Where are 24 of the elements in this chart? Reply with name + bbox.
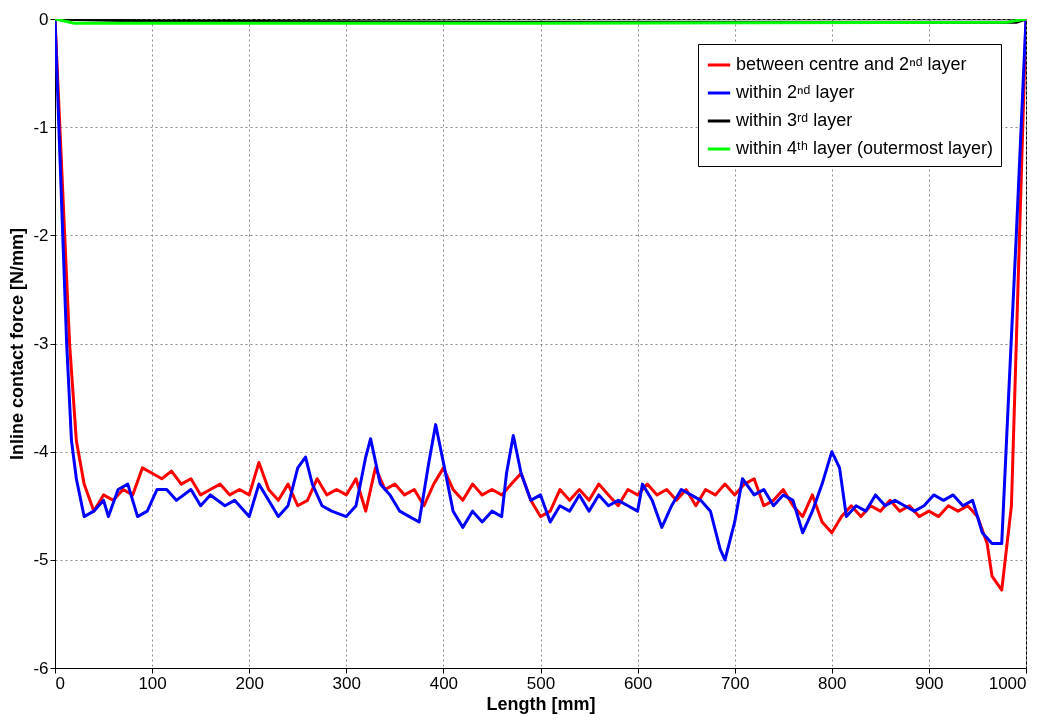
x-axis-title: Length [mm] xyxy=(486,693,596,714)
y-tick-label: -2 xyxy=(33,225,49,245)
x-tick-label: 700 xyxy=(721,673,750,693)
x-tick-label: 100 xyxy=(138,673,167,693)
x-tick-label: 200 xyxy=(235,673,264,693)
y-tick-label: -4 xyxy=(33,442,49,462)
y-tick-label: -3 xyxy=(33,334,49,353)
y-tick-label: 0 xyxy=(39,9,49,29)
legend-label: within 4ᵗʰ layer (outermost layer) xyxy=(735,138,993,158)
x-tick-label: 900 xyxy=(915,673,944,693)
x-tick-label: 1000 xyxy=(988,673,1027,693)
y-tick-label: -6 xyxy=(33,658,49,678)
y-tick-label: -1 xyxy=(33,117,49,137)
legend-label: within 2ⁿᵈ layer xyxy=(735,82,855,102)
legend-label: between centre and 2ⁿᵈ layer xyxy=(736,54,967,74)
x-tick-label: 500 xyxy=(526,673,556,693)
x-tick-label: 400 xyxy=(429,673,459,693)
y-axis-title: Inline contact force [N/mm] xyxy=(7,227,28,461)
x-tick-label: 0 xyxy=(55,673,65,693)
y-tick-label: -5 xyxy=(33,550,49,570)
x-tick-label: 300 xyxy=(332,673,361,693)
x-tick-label: 800 xyxy=(818,673,847,693)
x-tick-label: 600 xyxy=(623,673,653,693)
legend-label: within 3ʳᵈ layer xyxy=(735,110,853,130)
